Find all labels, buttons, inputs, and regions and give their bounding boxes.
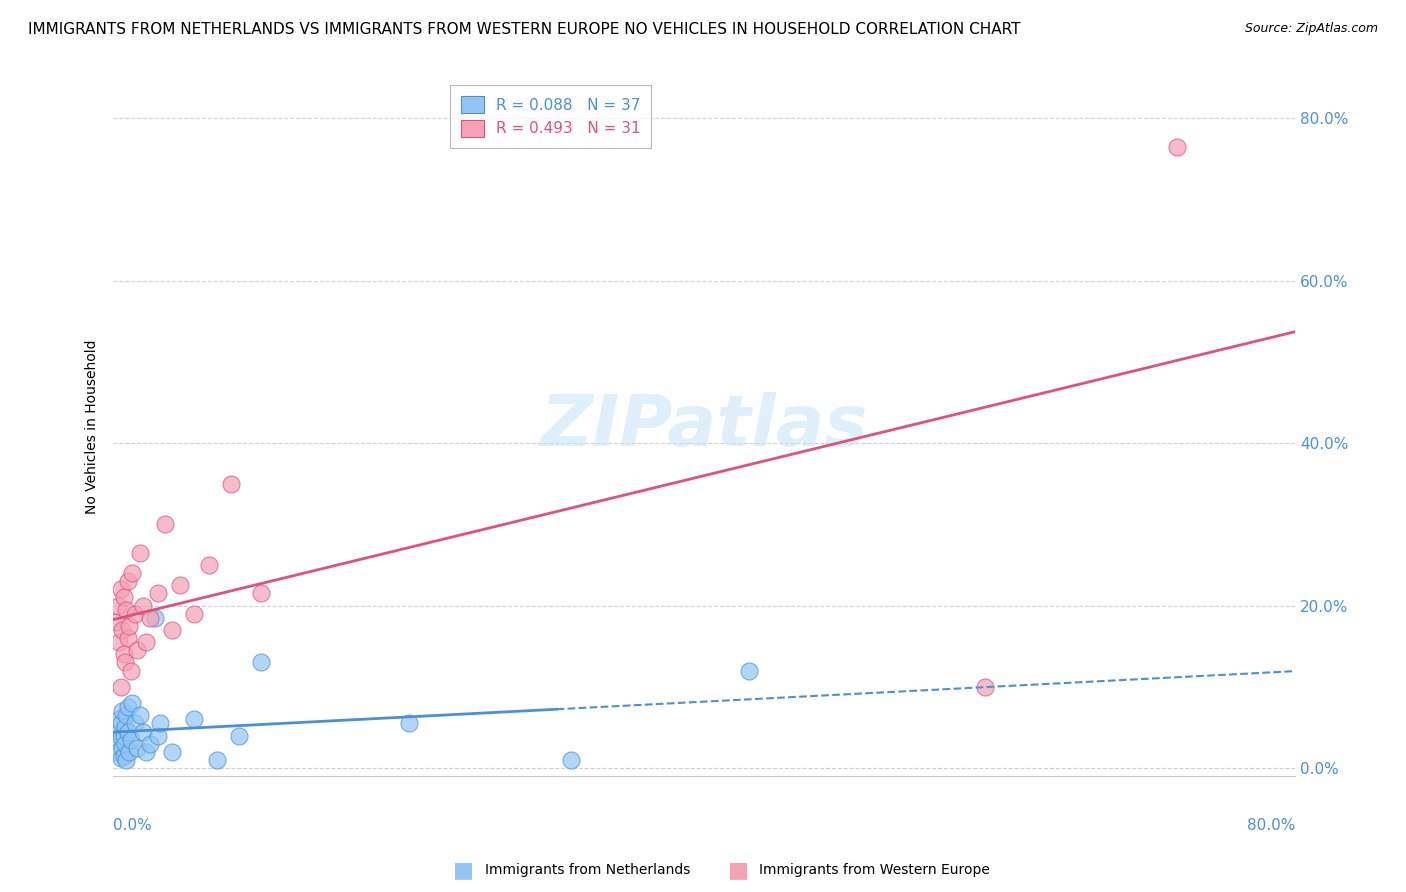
Point bbox=[250, 656, 273, 670]
Point bbox=[111, 704, 134, 718]
Point bbox=[132, 724, 155, 739]
Point bbox=[115, 753, 138, 767]
Point bbox=[111, 623, 134, 637]
Point bbox=[117, 724, 139, 739]
Point bbox=[114, 721, 136, 735]
Text: 0.0%: 0.0% bbox=[114, 818, 152, 833]
Text: Source: ZipAtlas.com: Source: ZipAtlas.com bbox=[1244, 22, 1378, 36]
Text: 80.0%: 80.0% bbox=[1247, 818, 1295, 833]
Point bbox=[737, 664, 759, 678]
Point bbox=[974, 680, 997, 694]
Point bbox=[107, 745, 129, 759]
Point bbox=[169, 578, 191, 592]
Point bbox=[115, 708, 138, 723]
Point bbox=[108, 635, 131, 649]
Point bbox=[162, 745, 184, 759]
Point bbox=[112, 648, 135, 662]
Point bbox=[149, 716, 172, 731]
Point bbox=[398, 716, 420, 731]
Point bbox=[111, 740, 134, 755]
Point bbox=[105, 615, 128, 629]
Point bbox=[110, 716, 132, 731]
Text: Immigrants from Western Europe: Immigrants from Western Europe bbox=[759, 863, 990, 877]
Point bbox=[128, 708, 150, 723]
Point bbox=[110, 582, 132, 597]
Text: ■: ■ bbox=[454, 860, 474, 880]
Point bbox=[121, 696, 143, 710]
Point bbox=[118, 745, 141, 759]
Y-axis label: No Vehicles in Household: No Vehicles in Household bbox=[86, 340, 100, 514]
Point bbox=[110, 730, 132, 744]
Point bbox=[112, 729, 135, 743]
Point bbox=[146, 729, 169, 743]
Legend: R = 0.088   N = 37, R = 0.493   N = 31: R = 0.088 N = 37, R = 0.493 N = 31 bbox=[450, 85, 651, 148]
Point bbox=[112, 591, 135, 605]
Point bbox=[120, 664, 142, 678]
Point bbox=[112, 748, 135, 763]
Point bbox=[125, 643, 148, 657]
Text: IMMIGRANTS FROM NETHERLANDS VS IMMIGRANTS FROM WESTERN EUROPE NO VEHICLES IN HOU: IMMIGRANTS FROM NETHERLANDS VS IMMIGRANT… bbox=[28, 22, 1021, 37]
Point bbox=[110, 751, 132, 765]
Point bbox=[135, 635, 157, 649]
Point bbox=[183, 607, 205, 621]
Point bbox=[118, 619, 141, 633]
Point bbox=[125, 740, 148, 755]
Point bbox=[124, 716, 146, 731]
Point bbox=[560, 753, 582, 767]
Point bbox=[110, 680, 132, 694]
Point bbox=[121, 566, 143, 580]
Point bbox=[108, 724, 131, 739]
Point bbox=[115, 602, 138, 616]
Point bbox=[114, 737, 136, 751]
Point bbox=[139, 611, 162, 625]
Point bbox=[139, 737, 162, 751]
Point bbox=[228, 729, 250, 743]
Point bbox=[162, 623, 184, 637]
Point bbox=[221, 476, 243, 491]
Point bbox=[124, 607, 146, 621]
Text: ZIPatlas: ZIPatlas bbox=[541, 392, 868, 461]
Point bbox=[117, 631, 139, 645]
Point bbox=[114, 656, 136, 670]
Text: Immigrants from Netherlands: Immigrants from Netherlands bbox=[485, 863, 690, 877]
Point bbox=[143, 611, 166, 625]
Point bbox=[183, 712, 205, 726]
Point bbox=[198, 558, 221, 572]
Point bbox=[132, 599, 155, 613]
Point bbox=[128, 546, 150, 560]
Point bbox=[153, 517, 176, 532]
Point bbox=[205, 753, 228, 767]
Text: ■: ■ bbox=[728, 860, 748, 880]
Point bbox=[250, 586, 273, 600]
Point bbox=[1166, 139, 1188, 153]
Point bbox=[135, 745, 157, 759]
Point bbox=[120, 732, 142, 747]
Point bbox=[105, 732, 128, 747]
Point bbox=[107, 599, 129, 613]
Point bbox=[108, 712, 131, 726]
Point bbox=[146, 586, 169, 600]
Point bbox=[117, 574, 139, 589]
Point bbox=[117, 700, 139, 714]
